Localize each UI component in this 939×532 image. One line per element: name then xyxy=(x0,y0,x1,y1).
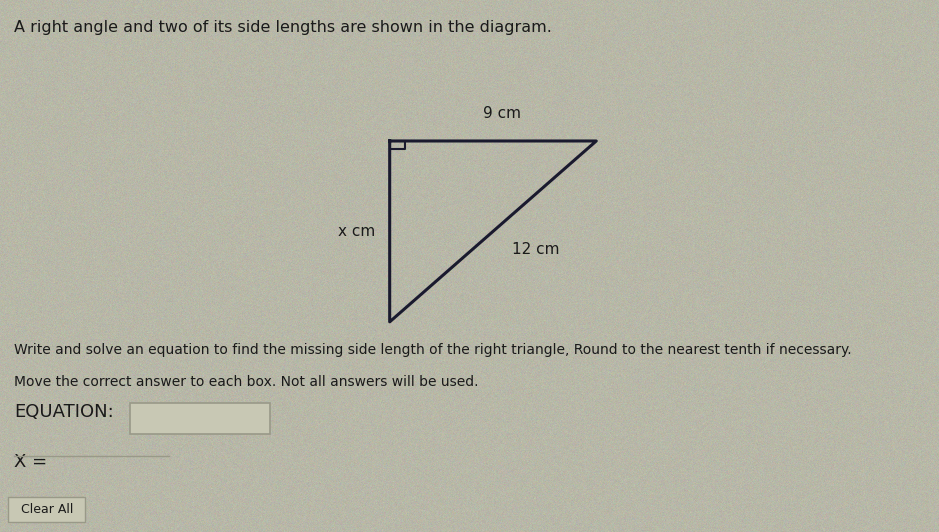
Text: 12 cm: 12 cm xyxy=(512,242,560,257)
Text: A right angle and two of its side lengths are shown in the diagram.: A right angle and two of its side length… xyxy=(14,20,552,35)
FancyBboxPatch shape xyxy=(8,497,85,522)
Text: Write and solve an equation to find the missing side length of the right triangl: Write and solve an equation to find the … xyxy=(14,343,852,357)
FancyBboxPatch shape xyxy=(130,403,270,434)
Text: EQUATION:: EQUATION: xyxy=(14,403,114,421)
Text: x cm: x cm xyxy=(338,224,376,239)
Text: 9 cm: 9 cm xyxy=(484,106,521,121)
Text: Move the correct answer to each box. Not all answers will be used.: Move the correct answer to each box. Not… xyxy=(14,375,479,389)
Text: X =: X = xyxy=(14,453,47,471)
Text: Clear All: Clear All xyxy=(21,503,73,516)
